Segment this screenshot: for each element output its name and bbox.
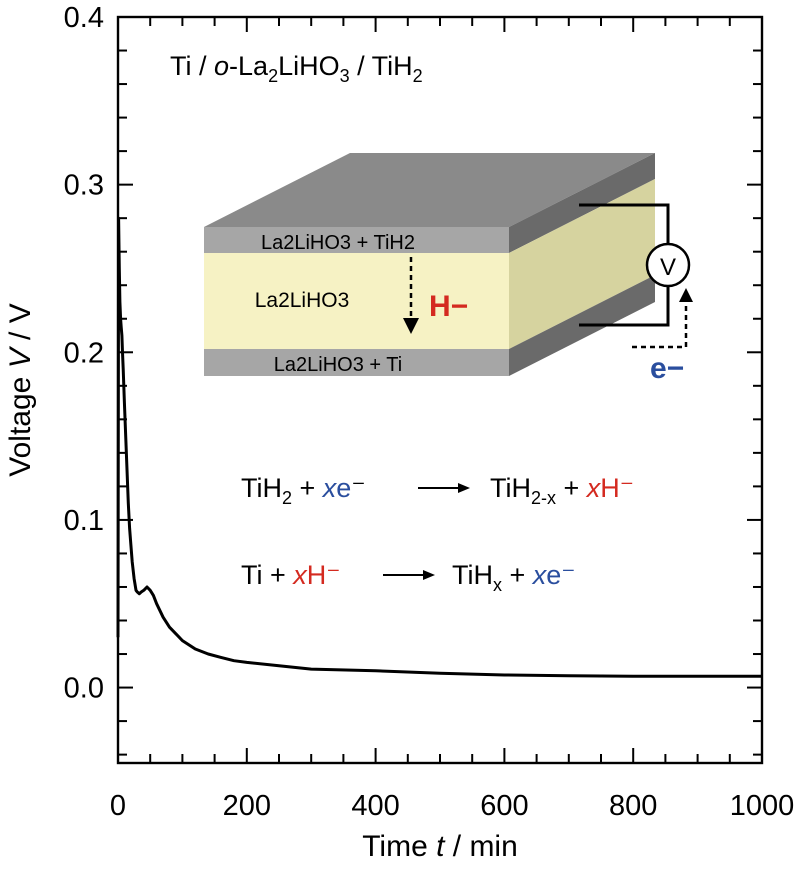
x-tick-label: 0: [110, 790, 126, 822]
cell-schematic: La2LiHO3 + TiH2 La2LiHO3 La2LiHO3 + Ti H…: [204, 153, 693, 385]
bottom-layer-label: La2LiHO3 + Ti: [274, 354, 402, 376]
y-axis-tick-labels: 0.0 0.1 0.2 0.3 0.4: [64, 2, 104, 705]
top-layer-label: La2LiHO3 + TiH2: [261, 232, 415, 254]
x-axis-label: Time t / min: [362, 830, 518, 863]
electron-flow-arrow: [632, 300, 688, 349]
svg-text:TiH2-x + xH⁻: TiH2-x + xH⁻: [490, 473, 634, 508]
y-tick-label: 0.1: [64, 505, 104, 537]
y-tick-label: 0.4: [64, 2, 104, 34]
y-axis-ticks: [118, 16, 762, 756]
x-tick-label: 800: [609, 790, 657, 822]
plot-frame: [116, 15, 764, 765]
y-tick-label: 0.0: [64, 673, 104, 705]
middle-layer-label: La2LiHO3: [255, 289, 350, 312]
bottom-electrode-front: [204, 349, 509, 376]
x-tick-label: 400: [351, 790, 399, 822]
x-axis-ticks: [117, 17, 763, 763]
electron-flow-arrowhead: [679, 288, 693, 302]
svg-text:TiH2 + xe⁻: TiH2 + xe⁻: [241, 473, 366, 508]
cell-label: Ti / o-La2LiHO3 / TiH2: [170, 51, 423, 86]
voltmeter: [645, 242, 691, 288]
x-tick-label: 1000: [730, 790, 795, 822]
y-tick-label: 0.2: [64, 337, 104, 369]
svg-text:Ti + xH⁻: Ti + xH⁻: [241, 560, 341, 590]
top-electrode-front: [204, 227, 509, 253]
h-ion-arrowhead: [403, 318, 419, 334]
electrolyte-front: [204, 253, 509, 349]
top-electrode-side: [509, 153, 655, 253]
electron-label: e−: [650, 352, 684, 385]
y-axis-label: Voltage V / V: [4, 303, 37, 476]
x-tick-label: 200: [223, 790, 271, 822]
circuit-wire-top: [579, 203, 670, 245]
voltmeter-label: V: [660, 254, 676, 281]
circuit-wire-bottom: [579, 285, 670, 327]
voltage-series-line: [116, 216, 762, 678]
y-tick-label: 0.3: [64, 170, 104, 202]
reaction-1: TiH2 + xe⁻ TiH2-x + xH⁻: [241, 473, 634, 508]
x-tick-label: 600: [480, 790, 528, 822]
h-ion-label: H−: [429, 290, 468, 323]
electrolyte-side: [509, 179, 655, 349]
x-axis-tick-labels: 0 200 400 600 800 1000: [110, 790, 794, 822]
svg-text:TiHx + xe⁻: TiHx + xe⁻: [452, 560, 576, 595]
reaction-2: Ti + xH⁻ TiHx + xe⁻: [241, 560, 576, 595]
cell-top-face: [204, 153, 655, 227]
